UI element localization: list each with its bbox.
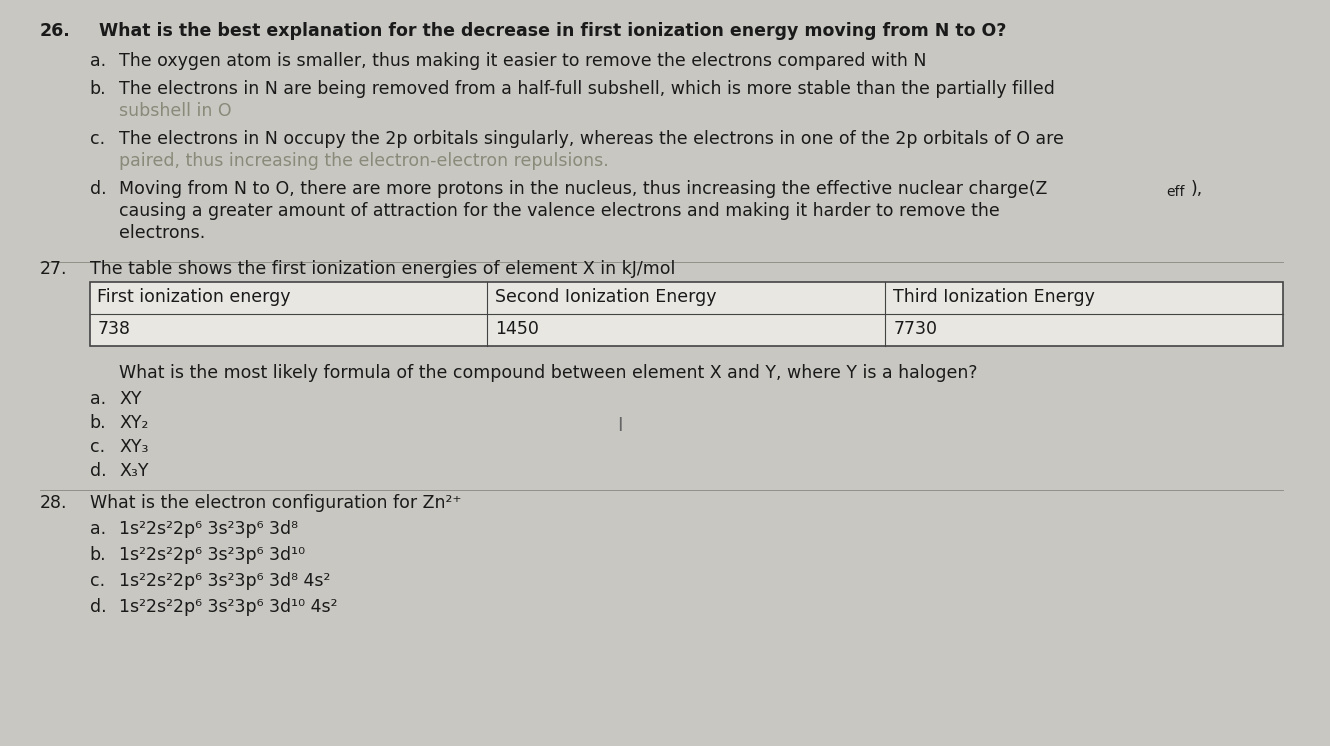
Text: ),: ),	[1190, 180, 1202, 198]
Text: First ionization energy: First ionization energy	[97, 288, 291, 306]
Text: a.: a.	[89, 52, 105, 70]
Text: XY₂: XY₂	[120, 414, 149, 432]
Text: X₃Y: X₃Y	[120, 462, 149, 480]
Text: The oxygen atom is smaller, thus making it easier to remove the electrons compar: The oxygen atom is smaller, thus making …	[120, 52, 927, 70]
Text: 1s²2s²2p⁶ 3s²3p⁶ 3d¹⁰ 4s²: 1s²2s²2p⁶ 3s²3p⁶ 3d¹⁰ 4s²	[120, 598, 338, 616]
Text: 1450: 1450	[495, 320, 539, 338]
Text: b.: b.	[89, 546, 106, 564]
Text: paired, thus increasing the electron-electron repulsions.: paired, thus increasing the electron-ele…	[120, 152, 609, 170]
Text: b.: b.	[89, 80, 106, 98]
Text: a.: a.	[89, 390, 105, 408]
Text: c.: c.	[89, 130, 105, 148]
Text: Moving from N to O, there are more protons in the nucleus, thus increasing the e: Moving from N to O, there are more proto…	[120, 180, 1048, 198]
Text: 1s²2s²2p⁶ 3s²3p⁶ 3d⁸ 4s²: 1s²2s²2p⁶ 3s²3p⁶ 3d⁸ 4s²	[120, 572, 331, 590]
Text: d.: d.	[89, 462, 106, 480]
Text: 1s²2s²2p⁶ 3s²3p⁶ 3d⁸: 1s²2s²2p⁶ 3s²3p⁶ 3d⁸	[120, 520, 298, 538]
Text: XY: XY	[120, 390, 142, 408]
Text: What is the electron configuration for Zn²⁺: What is the electron configuration for Z…	[89, 494, 462, 512]
Text: 7730: 7730	[894, 320, 938, 338]
Text: eff: eff	[1166, 185, 1185, 199]
Text: 1s²2s²2p⁶ 3s²3p⁶ 3d¹⁰: 1s²2s²2p⁶ 3s²3p⁶ 3d¹⁰	[120, 546, 306, 564]
Text: a.: a.	[89, 520, 105, 538]
Text: XY₃: XY₃	[120, 438, 149, 456]
Text: b.: b.	[89, 414, 106, 432]
Text: I: I	[617, 416, 622, 435]
Text: The electrons in N occupy the 2p orbitals singularly, whereas the electrons in o: The electrons in N occupy the 2p orbital…	[120, 130, 1064, 148]
Text: d.: d.	[89, 180, 106, 198]
Text: c.: c.	[89, 438, 105, 456]
Text: What is the most likely formula of the compound between element X and Y, where Y: What is the most likely formula of the c…	[120, 364, 978, 382]
Text: c.: c.	[89, 572, 105, 590]
Text: 27.: 27.	[40, 260, 68, 278]
Text: The table shows the first ionization energies of element X in kJ/mol: The table shows the first ionization ene…	[89, 260, 674, 278]
Text: The electrons in N are being removed from a half-full subshell, which is more st: The electrons in N are being removed fro…	[120, 80, 1055, 98]
Text: 738: 738	[97, 320, 130, 338]
Text: What is the best explanation for the decrease in first ionization energy moving : What is the best explanation for the dec…	[100, 22, 1007, 40]
Text: Third Ionization Energy: Third Ionization Energy	[894, 288, 1095, 306]
Text: 26.: 26.	[40, 22, 70, 40]
Text: d.: d.	[89, 598, 106, 616]
Text: 28.: 28.	[40, 494, 68, 512]
Text: Second Ionization Energy: Second Ionization Energy	[495, 288, 717, 306]
Bar	[89, 282, 1283, 346]
Text: electrons.: electrons.	[120, 224, 206, 242]
Text: subshell in O: subshell in O	[120, 102, 231, 120]
Text: causing a greater amount of attraction for the valence electrons and making it h: causing a greater amount of attraction f…	[120, 202, 1000, 220]
